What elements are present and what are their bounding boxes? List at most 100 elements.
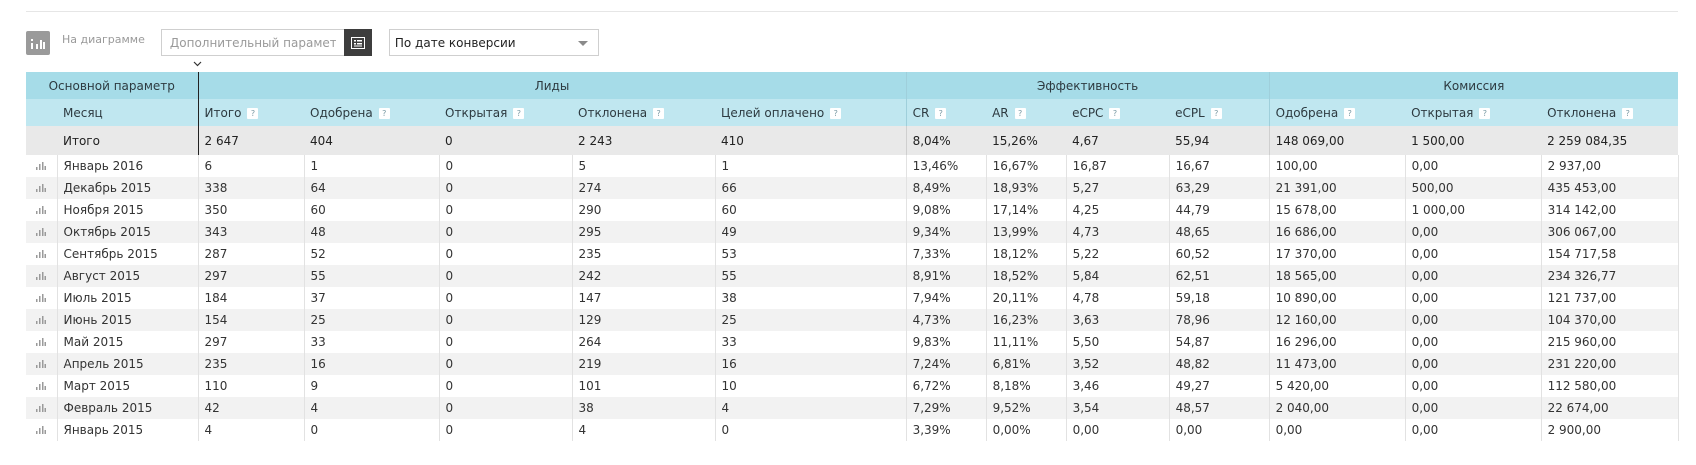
cell-ar: 6,81% <box>986 353 1067 375</box>
totals-com-approved: 148 069,00 <box>1268 126 1406 155</box>
cell-com-open: 500,00 <box>1405 177 1542 199</box>
extra-param-input[interactable] <box>160 29 344 56</box>
row-chart-cell[interactable] <box>26 199 58 221</box>
row-chart-cell[interactable] <box>26 375 58 397</box>
cell-cr: 7,94% <box>905 287 987 309</box>
mini-bar-chart-icon[interactable] <box>36 382 47 390</box>
help-icon[interactable]: ? <box>1210 107 1222 119</box>
date-mode-select[interactable]: По дате конверсии <box>388 29 599 56</box>
cell-open: 0 <box>439 287 573 309</box>
help-icon[interactable]: ? <box>1014 107 1026 119</box>
cell-com-approved: 15 678,00 <box>1268 199 1406 221</box>
row-chart-cell[interactable] <box>26 397 58 419</box>
totals-ar: 15,26% <box>986 126 1067 155</box>
mini-bar-chart-icon[interactable] <box>36 426 47 434</box>
help-icon[interactable]: ? <box>935 107 947 119</box>
cell-com-rejected: 121 737,00 <box>1541 287 1679 309</box>
cell-ecpl: 62,51 <box>1169 265 1270 287</box>
chevron-down-icon[interactable] <box>193 61 202 67</box>
date-mode-value: По дате конверсии <box>394 35 516 50</box>
col-rejected-label: Отклонена <box>578 105 648 120</box>
col-rejected[interactable]: Отклонена? <box>572 99 716 126</box>
row-chart-cell[interactable] <box>26 243 58 265</box>
col-cr[interactable]: CR? <box>905 99 987 126</box>
cell-ecpc: 16,87 <box>1066 155 1170 177</box>
help-icon[interactable]: ? <box>1622 107 1634 119</box>
cell-com-approved: 2 040,00 <box>1268 397 1406 419</box>
cell-com-open: 0,00 <box>1405 419 1542 441</box>
cell-open: 0 <box>439 155 573 177</box>
col-com-rejected[interactable]: Отклонена? <box>1541 99 1679 126</box>
cell-ecpc: 3,46 <box>1066 375 1170 397</box>
cell-rejected: 101 <box>572 375 716 397</box>
param-picker-button[interactable] <box>343 29 372 56</box>
cell-com-rejected: 215 960,00 <box>1541 331 1679 353</box>
mini-bar-chart-icon[interactable] <box>36 294 47 302</box>
row-chart-cell[interactable] <box>26 309 58 331</box>
mini-bar-chart-icon[interactable] <box>36 162 47 170</box>
mini-bar-chart-icon[interactable] <box>36 228 47 236</box>
help-icon[interactable]: ? <box>513 107 525 119</box>
mini-bar-chart-icon[interactable] <box>36 360 47 368</box>
cell-approved: 48 <box>304 221 440 243</box>
cell-com-approved: 0,00 <box>1268 419 1406 441</box>
cell-goals-paid: 60 <box>715 199 907 221</box>
mini-bar-chart-icon[interactable] <box>36 206 47 214</box>
col-approved[interactable]: Одобрена? <box>304 99 440 126</box>
cell-ar: 16,67% <box>986 155 1067 177</box>
row-chart-cell[interactable] <box>26 331 58 353</box>
row-chart-cell[interactable] <box>26 155 58 177</box>
mini-bar-chart-icon[interactable] <box>36 404 47 412</box>
cell-cr: 8,91% <box>905 265 987 287</box>
cell-approved: 0 <box>304 419 440 441</box>
cell-rejected: 235 <box>572 243 716 265</box>
help-icon[interactable]: ? <box>653 107 665 119</box>
col-ecpc[interactable]: eCPC? <box>1066 99 1170 126</box>
col-month[interactable]: Месяц <box>57 99 199 126</box>
cell-ecpl: 48,57 <box>1169 397 1270 419</box>
cell-rejected: 38 <box>572 397 716 419</box>
mini-bar-chart-icon[interactable] <box>36 316 47 324</box>
mini-bar-chart-icon[interactable] <box>36 184 47 192</box>
help-icon[interactable]: ? <box>1344 107 1356 119</box>
help-icon[interactable]: ? <box>378 107 390 119</box>
cell-ar: 8,18% <box>986 375 1067 397</box>
column-header-row: Месяц Итого? Одобрена? Открытая? Отклоне… <box>26 99 1679 126</box>
cell-com-approved: 16 686,00 <box>1268 221 1406 243</box>
row-chart-cell[interactable] <box>26 177 58 199</box>
mini-bar-chart-icon[interactable] <box>36 338 47 346</box>
mini-bar-chart-icon[interactable] <box>36 272 47 280</box>
row-chart-cell[interactable] <box>26 419 58 441</box>
row-month: Сентябрь 2015 <box>57 243 199 265</box>
col-ar[interactable]: AR? <box>986 99 1067 126</box>
cell-com-approved: 100,00 <box>1268 155 1406 177</box>
mini-bar-chart-icon[interactable] <box>36 250 47 258</box>
row-chart-cell[interactable] <box>26 221 58 243</box>
cell-rejected: 4 <box>572 419 716 441</box>
col-open[interactable]: Открытая? <box>439 99 573 126</box>
col-com-open[interactable]: Открытая? <box>1405 99 1542 126</box>
cell-total: 110 <box>197 375 305 397</box>
cell-ecpc: 5,84 <box>1066 265 1170 287</box>
help-icon[interactable]: ? <box>1109 107 1121 119</box>
cell-approved: 9 <box>304 375 440 397</box>
help-icon[interactable]: ? <box>1479 107 1491 119</box>
row-chart-cell[interactable] <box>26 353 58 375</box>
help-icon[interactable]: ? <box>830 107 842 119</box>
cell-cr: 9,83% <box>905 331 987 353</box>
col-com-approved[interactable]: Одобрена? <box>1268 99 1406 126</box>
col-goals-paid[interactable]: Целей оплачено? <box>715 99 907 126</box>
cell-ecpl: 78,96 <box>1169 309 1270 331</box>
row-month: Июнь 2015 <box>57 309 199 331</box>
help-icon[interactable]: ? <box>247 107 259 119</box>
cell-open: 0 <box>439 353 573 375</box>
chart-toggle-button[interactable] <box>26 30 50 55</box>
cell-ecpc: 4,25 <box>1066 199 1170 221</box>
row-chart-cell[interactable] <box>26 265 58 287</box>
col-ecpl[interactable]: eCPL? <box>1169 99 1270 126</box>
col-month-label: Месяц <box>63 105 103 120</box>
cell-com-approved: 12 160,00 <box>1268 309 1406 331</box>
cell-total: 154 <box>197 309 305 331</box>
row-chart-cell[interactable] <box>26 287 58 309</box>
col-total[interactable]: Итого? <box>197 99 305 126</box>
